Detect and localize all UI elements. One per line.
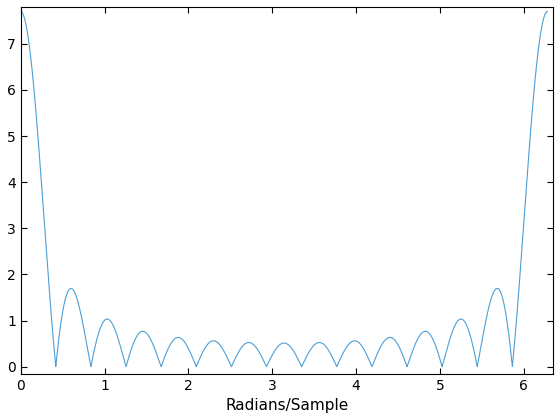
- X-axis label: Radians/Sample: Radians/Sample: [225, 398, 348, 413]
